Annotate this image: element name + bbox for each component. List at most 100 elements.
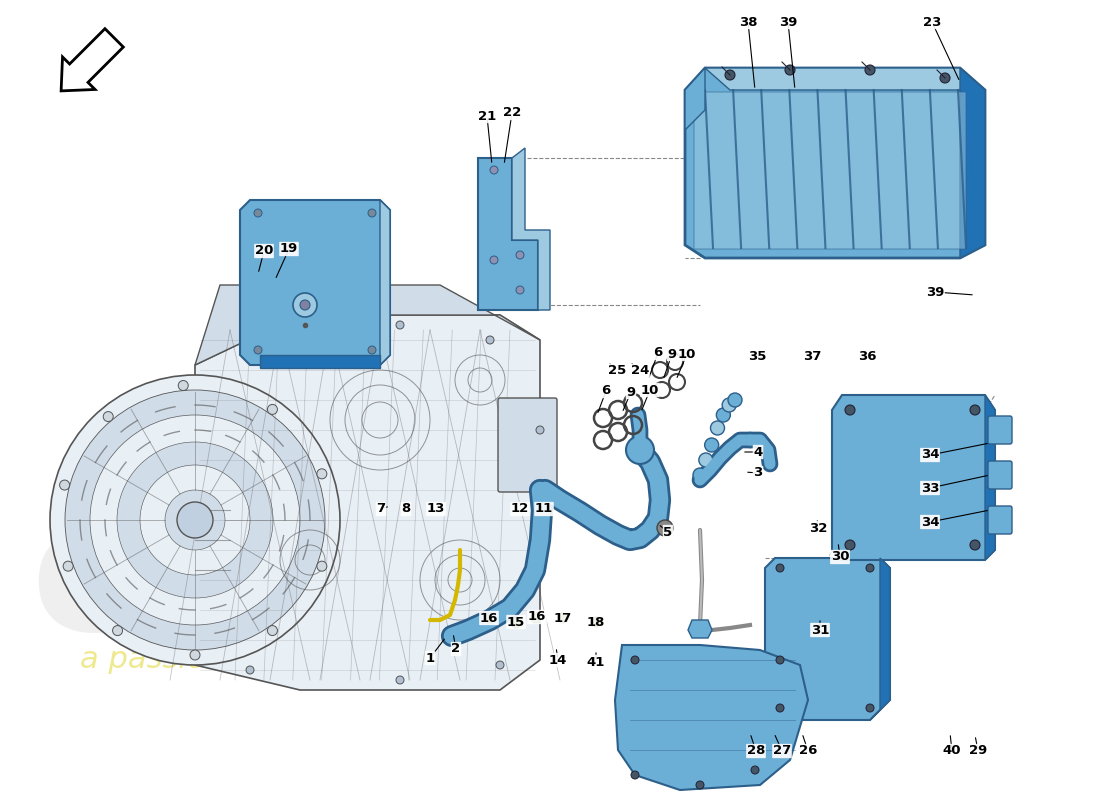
Text: 6: 6 <box>653 346 662 359</box>
Text: 14: 14 <box>549 654 568 666</box>
Circle shape <box>59 480 69 490</box>
Text: 40: 40 <box>943 745 961 758</box>
Circle shape <box>485 613 495 623</box>
Text: a passion for parts: a passion for parts <box>80 646 365 674</box>
FancyBboxPatch shape <box>988 461 1012 489</box>
Circle shape <box>845 540 855 550</box>
Circle shape <box>368 346 376 354</box>
Text: 4: 4 <box>754 446 762 458</box>
Circle shape <box>266 331 274 339</box>
Circle shape <box>626 436 654 464</box>
Circle shape <box>865 65 874 75</box>
Text: 1: 1 <box>426 651 434 665</box>
Circle shape <box>693 468 707 482</box>
Circle shape <box>536 536 544 544</box>
Circle shape <box>776 656 784 664</box>
Circle shape <box>246 666 254 674</box>
Circle shape <box>866 564 874 572</box>
Polygon shape <box>685 68 984 258</box>
Text: 37: 37 <box>803 350 822 363</box>
Circle shape <box>591 617 601 627</box>
Polygon shape <box>832 395 996 560</box>
Circle shape <box>178 381 188 390</box>
Text: 29: 29 <box>969 745 987 758</box>
Circle shape <box>267 626 277 635</box>
Circle shape <box>940 73 950 83</box>
Text: 39: 39 <box>779 15 798 29</box>
Circle shape <box>490 166 498 174</box>
Circle shape <box>300 300 310 310</box>
Circle shape <box>496 661 504 669</box>
Circle shape <box>254 346 262 354</box>
Polygon shape <box>705 68 984 90</box>
Polygon shape <box>240 200 390 365</box>
Circle shape <box>512 618 521 628</box>
Circle shape <box>725 70 735 80</box>
Polygon shape <box>379 200 390 365</box>
Text: 34: 34 <box>921 449 939 462</box>
Text: 21: 21 <box>477 110 496 122</box>
Circle shape <box>267 405 277 414</box>
Circle shape <box>368 209 376 217</box>
Polygon shape <box>764 558 890 720</box>
Text: 36: 36 <box>858 350 877 363</box>
Text: 6: 6 <box>602 385 610 398</box>
Text: 3: 3 <box>754 466 762 479</box>
Circle shape <box>728 393 743 407</box>
Circle shape <box>317 561 327 571</box>
Text: 22: 22 <box>503 106 521 119</box>
Circle shape <box>776 564 784 572</box>
Circle shape <box>190 650 200 660</box>
Text: 16: 16 <box>528 610 547 623</box>
Text: 23: 23 <box>923 15 942 29</box>
Circle shape <box>631 656 639 664</box>
Polygon shape <box>688 620 712 638</box>
Polygon shape <box>260 355 379 368</box>
Text: 38: 38 <box>739 15 757 29</box>
Circle shape <box>103 411 113 422</box>
Circle shape <box>698 453 713 467</box>
Text: 19: 19 <box>279 242 298 255</box>
Text: 27: 27 <box>773 745 791 758</box>
Text: 24: 24 <box>630 365 649 378</box>
Circle shape <box>776 704 784 712</box>
Polygon shape <box>984 395 996 560</box>
Text: 8: 8 <box>402 502 410 515</box>
Text: 25: 25 <box>608 365 626 378</box>
Text: 18: 18 <box>586 617 605 630</box>
Circle shape <box>696 781 704 789</box>
Circle shape <box>845 405 855 415</box>
Polygon shape <box>62 29 123 91</box>
Text: 16: 16 <box>480 611 498 625</box>
Text: 7: 7 <box>376 502 386 515</box>
Text: 9: 9 <box>668 347 676 361</box>
Polygon shape <box>512 148 550 310</box>
Text: 10: 10 <box>678 347 696 361</box>
Text: 30: 30 <box>830 550 849 563</box>
Circle shape <box>531 613 541 623</box>
Circle shape <box>536 426 544 434</box>
Circle shape <box>785 65 795 75</box>
Text: 20: 20 <box>255 245 273 258</box>
Circle shape <box>112 626 122 635</box>
Text: 35: 35 <box>748 350 767 363</box>
Circle shape <box>140 465 250 575</box>
Circle shape <box>396 676 404 684</box>
Circle shape <box>317 469 327 479</box>
Text: 10: 10 <box>641 383 659 397</box>
Text: 11: 11 <box>535 502 553 515</box>
Circle shape <box>723 398 736 412</box>
Text: 32: 32 <box>808 522 827 534</box>
Polygon shape <box>195 285 540 365</box>
Text: 34: 34 <box>921 515 939 529</box>
Circle shape <box>293 293 317 317</box>
Circle shape <box>751 766 759 774</box>
Text: 17: 17 <box>554 611 572 625</box>
Circle shape <box>63 561 73 571</box>
Circle shape <box>516 286 524 294</box>
FancyBboxPatch shape <box>498 398 557 492</box>
Circle shape <box>490 256 498 264</box>
Text: 28: 28 <box>747 745 766 758</box>
Text: 39: 39 <box>926 286 944 298</box>
Circle shape <box>866 704 874 712</box>
